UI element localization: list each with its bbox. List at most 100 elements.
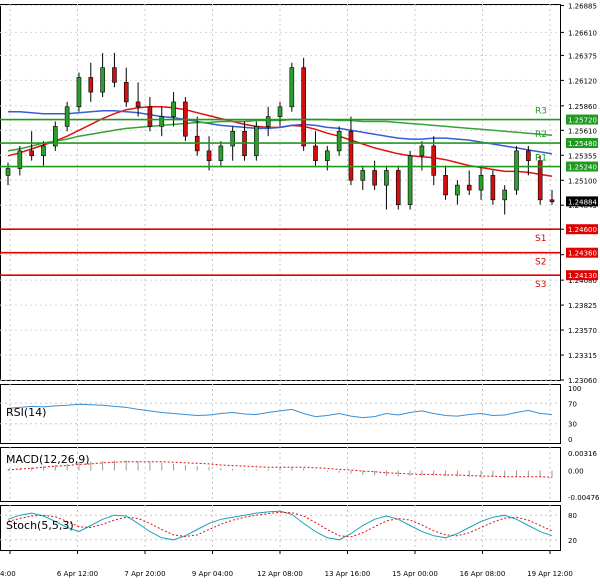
candle-body [76,77,82,108]
price-tick-label: 1.25355 [568,152,597,160]
candle [53,121,58,151]
candle-body [41,145,46,157]
candle-body [313,145,318,161]
rsi-label: RSI(14) [6,406,46,419]
price-tick-label: 1.26610 [568,29,597,37]
candle [29,131,34,161]
candle [218,141,224,166]
candle-body [336,130,342,152]
time-tick-label: 7 Apr 20:00 [124,570,165,578]
current-price-box [566,196,598,207]
candle-body [395,170,401,206]
price-tick-label: 1.23315 [568,352,597,360]
candle [514,145,519,195]
macd-tick-label: 0.00316 [568,450,597,458]
level-price-label: 1.25480 [568,140,597,148]
candle-body [348,130,354,181]
candle-body [537,160,543,201]
candle-body [147,106,153,127]
candle-body [549,199,555,203]
rsi-line [7,403,553,419]
candle [123,67,129,107]
candle-body [159,116,165,127]
candle-body [526,150,531,161]
level-name-r3: R3 [535,107,547,117]
macd-label: MACD(12,26,9) [6,453,90,466]
price-tick-label: 1.25100 [568,177,597,185]
level-name-s3: S3 [535,280,546,290]
candle [100,52,105,98]
candle [265,106,271,137]
level-price-box [566,138,598,149]
time-tick-label: 19 Apr 12:00 [527,570,573,578]
candle-body [230,130,235,147]
candle-body [88,77,94,93]
level-name-r1: R1 [535,154,547,164]
candle [490,170,496,205]
time-tick-label: 6 Apr 12:00 [57,570,98,578]
candle-body [112,67,117,83]
rsi-tick-label: 70 [568,400,577,408]
candle-body [478,175,484,191]
candle [419,141,425,171]
candle [289,62,295,112]
candle-body [123,82,129,103]
candle-body [384,170,389,186]
time-tick-label: 12 Apr 08:00 [257,570,303,578]
candle-body [372,170,377,186]
level-price-label: 1.24600 [568,226,597,234]
price-tick-label: 1.23060 [568,377,597,385]
candle [301,57,306,151]
candle-body [360,170,366,181]
stoch-d-line [7,511,553,538]
candle [455,180,460,205]
macd-tick-label: 0.00 [568,468,584,476]
candle-body [206,150,212,161]
candle-body [100,67,105,93]
candle [88,62,94,102]
candle [502,185,507,215]
time-tick-label: 13 Apr 16:00 [325,570,371,578]
price-tick-label: 1.25610 [568,127,597,135]
candle [348,116,354,186]
level-name-s1: S1 [535,234,546,244]
candle [76,72,82,112]
candle-body [431,145,437,176]
candle [384,165,389,210]
time-tick-label: 15 Apr 00:00 [392,570,438,578]
candle [549,190,555,205]
candle-body [419,145,425,157]
candle [277,101,283,127]
candle [407,150,413,210]
candle-body [443,175,448,196]
stoch-k-line [7,510,553,541]
candle [112,52,117,88]
candle [526,145,531,176]
candle-body [325,150,330,161]
price-tick-label: 1.23570 [568,327,597,335]
rsi-tick-label: 0 [568,436,572,444]
time-tick-label: 4:00 [0,570,16,578]
price-tick-label: 1.26375 [568,52,597,60]
candle-body [466,184,472,191]
candle [537,155,543,205]
candle-body [135,101,141,108]
candle [443,165,448,200]
candle [478,165,484,200]
candle [135,82,141,117]
candle [254,121,259,161]
macd-signal-line [7,461,553,478]
level-price-box [566,224,598,235]
candle [431,136,437,186]
candle-body [514,150,519,191]
stoch-tick-label: 20 [568,537,577,545]
candle [17,145,23,176]
candle [64,101,70,132]
rsi-tick-label: 30 [568,421,577,429]
level-price-box [566,161,598,172]
candle [360,165,366,191]
level-price-box [566,114,598,125]
price-tick-label: 1.26885 [568,2,597,10]
price-tick-label: 1.24080 [568,277,597,285]
